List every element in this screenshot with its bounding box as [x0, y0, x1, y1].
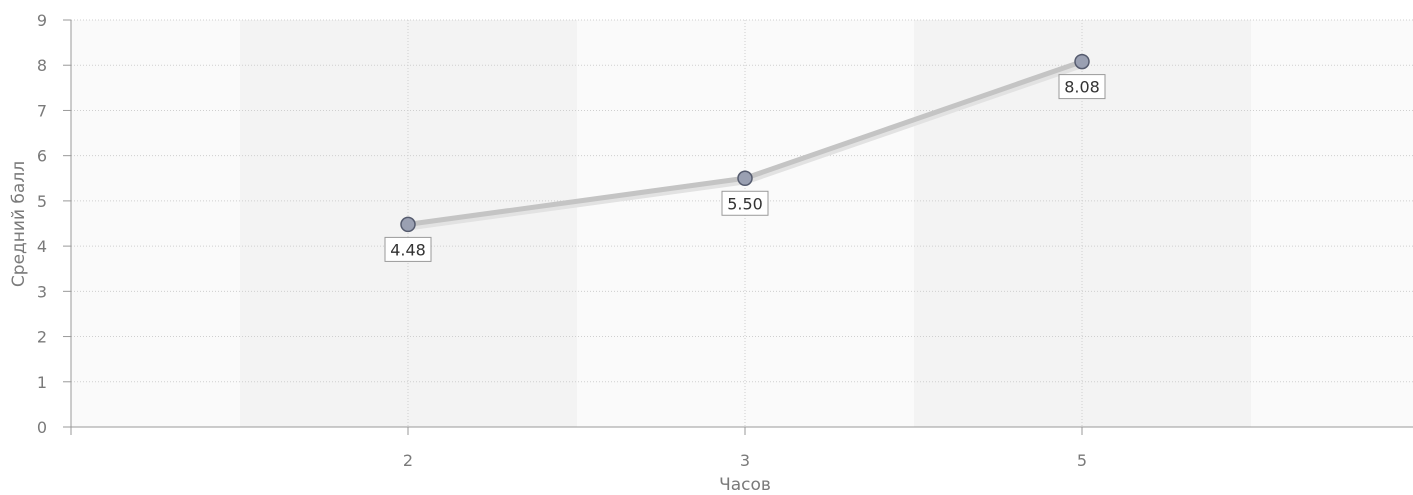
- data-labels: 4.48 5.50 8.08: [384, 74, 1106, 262]
- y-axis-title: Средний балл: [9, 161, 29, 287]
- data-label: 4.48: [384, 236, 432, 262]
- data-label-box: [384, 236, 432, 262]
- grid-lines: [71, 19, 1413, 428]
- data-label-box: [1058, 74, 1106, 100]
- y-tick-label: 2: [37, 328, 47, 347]
- y-tick-label: 7: [37, 101, 47, 120]
- plot-bands: [71, 20, 1413, 427]
- y-tick-label: 9: [37, 11, 47, 30]
- y-tick-label: 1: [37, 373, 47, 392]
- x-axis-title: Часов: [719, 475, 771, 495]
- y-tick-label: 0: [37, 418, 47, 437]
- y-tick-label: 4: [37, 237, 47, 256]
- y-tick-label: 5: [37, 192, 47, 211]
- data-label-text: 5.50: [727, 194, 763, 213]
- y-tick-label: 8: [37, 56, 47, 75]
- data-label: 5.50: [721, 190, 769, 216]
- y-axis-tick-labels: 0 1 2 3 4 5 6 7 8 9: [37, 11, 47, 437]
- data-label-text: 4.48: [390, 240, 426, 259]
- data-label: 8.08: [1058, 74, 1106, 100]
- x-tick-label: 5: [1077, 451, 1087, 470]
- data-label-text: 8.08: [1064, 78, 1100, 97]
- y-tick-label: 6: [37, 147, 47, 166]
- plot-band: [71, 20, 240, 427]
- data-markers: [400, 53, 1090, 233]
- y-tick-label: 3: [37, 282, 47, 301]
- data-label-box: [721, 190, 769, 216]
- x-tick-label: 3: [740, 451, 750, 470]
- plot-band: [1251, 20, 1413, 427]
- axes: [63, 19, 1413, 435]
- data-point-marker: [400, 216, 416, 233]
- x-tick-label: 2: [403, 451, 413, 470]
- data-point-marker: [737, 170, 753, 187]
- x-axis-tick-labels: 2 3 5: [403, 451, 1087, 470]
- data-point-marker: [1074, 53, 1090, 70]
